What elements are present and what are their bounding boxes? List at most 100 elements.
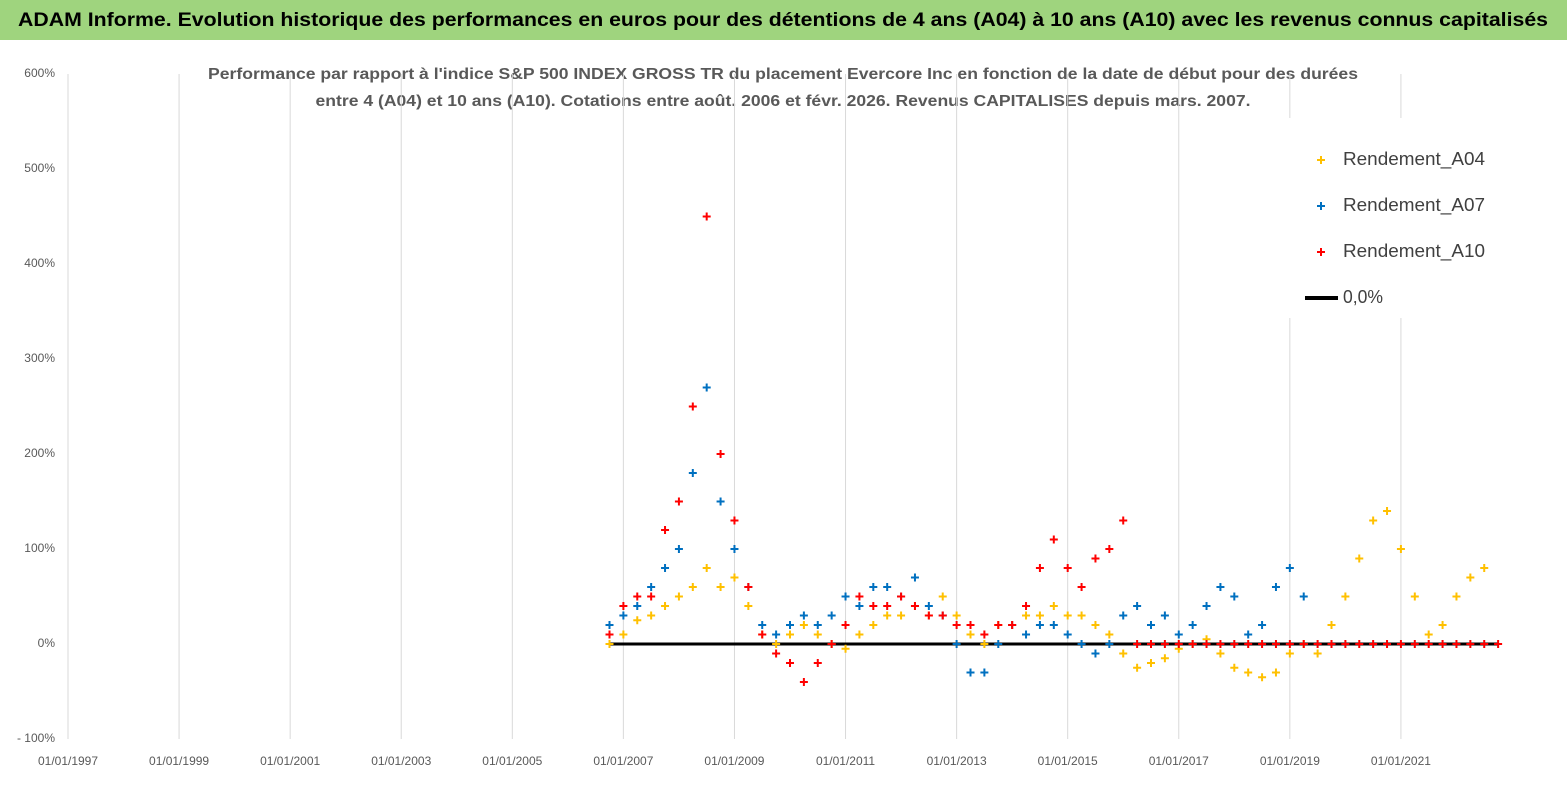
point bbox=[1258, 673, 1267, 682]
x-tick-label: 01/01/2007 bbox=[593, 754, 653, 768]
chart-title: Performance par rapport à l'indice S&P 5… bbox=[208, 66, 1358, 83]
legend-swatch bbox=[1317, 248, 1325, 256]
point bbox=[1049, 535, 1058, 544]
point bbox=[1438, 621, 1447, 629]
point bbox=[605, 621, 614, 629]
point bbox=[1285, 640, 1294, 648]
point bbox=[1119, 516, 1128, 525]
point bbox=[869, 602, 878, 610]
point bbox=[980, 668, 989, 677]
point bbox=[813, 630, 822, 639]
point bbox=[952, 640, 961, 648]
point bbox=[674, 592, 683, 601]
point bbox=[827, 611, 836, 620]
y-tick-label: 300% bbox=[24, 351, 55, 365]
point bbox=[841, 621, 850, 629]
y-tick-label: 0% bbox=[38, 636, 56, 650]
point bbox=[1147, 621, 1155, 629]
point bbox=[855, 592, 864, 601]
x-tick-label: 01/01/2013 bbox=[927, 754, 987, 768]
point bbox=[1174, 640, 1183, 648]
point bbox=[1105, 545, 1114, 553]
point bbox=[1383, 640, 1392, 648]
point bbox=[1063, 611, 1072, 620]
point bbox=[1133, 602, 1142, 610]
point bbox=[688, 402, 697, 411]
point bbox=[1119, 649, 1128, 658]
point bbox=[1160, 654, 1169, 663]
point bbox=[786, 621, 794, 629]
point bbox=[1438, 640, 1447, 648]
point bbox=[605, 630, 614, 639]
point bbox=[1410, 640, 1419, 648]
point bbox=[1369, 516, 1378, 525]
point bbox=[1077, 583, 1086, 591]
legend-swatch bbox=[1317, 202, 1325, 210]
point bbox=[799, 611, 808, 620]
point bbox=[1396, 640, 1405, 648]
point bbox=[688, 583, 697, 591]
point bbox=[883, 602, 892, 610]
point bbox=[1424, 630, 1433, 639]
point bbox=[1022, 611, 1031, 620]
point bbox=[966, 630, 975, 639]
legend-swatch bbox=[1317, 156, 1325, 164]
point bbox=[661, 564, 670, 572]
x-tick-label: 01/01/2003 bbox=[371, 754, 431, 768]
y-tick-label: - 100% bbox=[17, 731, 55, 745]
point bbox=[1271, 640, 1280, 648]
point bbox=[952, 611, 961, 620]
point bbox=[1022, 630, 1031, 639]
point bbox=[827, 640, 836, 648]
point bbox=[786, 630, 794, 639]
x-tick-label: 01/01/2001 bbox=[260, 754, 320, 768]
x-tick-label: 01/01/2017 bbox=[1149, 754, 1209, 768]
point bbox=[980, 630, 989, 639]
point bbox=[1077, 640, 1086, 648]
point bbox=[1105, 640, 1114, 648]
point bbox=[1216, 583, 1225, 591]
point bbox=[1202, 640, 1211, 648]
point bbox=[1244, 630, 1253, 639]
legend-label: 0,0% bbox=[1343, 287, 1383, 307]
point bbox=[1299, 640, 1308, 648]
header-bar bbox=[0, 0, 1567, 40]
point bbox=[1452, 592, 1461, 601]
point bbox=[1216, 640, 1225, 648]
point bbox=[813, 621, 822, 629]
point bbox=[1327, 621, 1336, 629]
point bbox=[924, 611, 933, 620]
point bbox=[869, 583, 878, 591]
x-tick-label: 01/01/2019 bbox=[1260, 754, 1320, 768]
x-tick-label: 01/01/2005 bbox=[482, 754, 542, 768]
point bbox=[952, 621, 961, 629]
point bbox=[716, 450, 725, 458]
point bbox=[1119, 611, 1128, 620]
point bbox=[786, 659, 794, 667]
point bbox=[605, 640, 614, 648]
point bbox=[1063, 630, 1072, 639]
point bbox=[855, 630, 864, 639]
point bbox=[730, 516, 739, 525]
point bbox=[1313, 640, 1322, 648]
series-points bbox=[605, 507, 1489, 682]
point bbox=[966, 621, 975, 629]
point bbox=[1022, 602, 1031, 610]
point bbox=[1494, 640, 1503, 648]
point bbox=[897, 611, 906, 620]
point bbox=[1147, 640, 1155, 648]
point bbox=[661, 526, 670, 534]
point bbox=[619, 602, 628, 610]
point bbox=[1049, 621, 1058, 629]
point bbox=[841, 592, 850, 601]
point bbox=[799, 621, 808, 629]
point bbox=[897, 592, 906, 601]
point bbox=[702, 564, 711, 572]
point bbox=[799, 678, 808, 686]
point bbox=[883, 611, 892, 620]
point bbox=[744, 583, 753, 591]
point bbox=[1452, 640, 1461, 648]
point bbox=[1410, 592, 1419, 601]
point bbox=[758, 621, 767, 629]
point bbox=[633, 592, 642, 601]
